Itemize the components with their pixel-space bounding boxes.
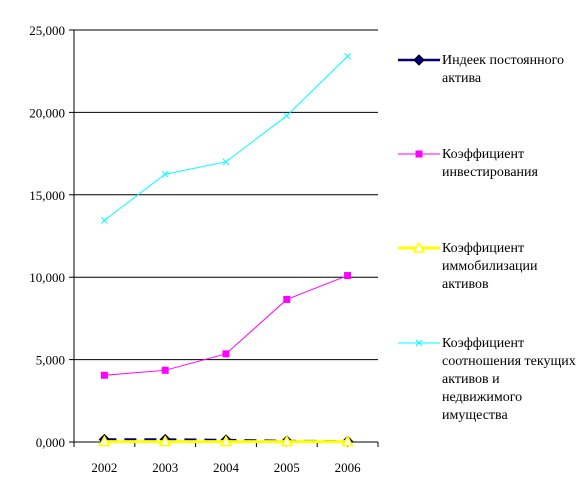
- series-2: [100, 272, 352, 379]
- legend-swatch-marker: [415, 150, 423, 158]
- series-line-2: [104, 275, 348, 376]
- y-tick-label: 25,000: [29, 23, 65, 38]
- data-point: [222, 158, 230, 166]
- data-point: [98, 435, 111, 447]
- data-point: [341, 435, 354, 447]
- data-point: [161, 366, 169, 374]
- legend-label-1: Индеек постоянного актива: [442, 53, 564, 86]
- legend-swatch-marker: [412, 241, 426, 253]
- x-tick-label: 2005: [274, 460, 300, 475]
- legend-label-4: Коэффициент соотношения текущих активов …: [442, 336, 576, 423]
- data-point: [100, 371, 108, 379]
- x-tick-label: 2004: [213, 460, 240, 475]
- y-tick-label: 10,000: [29, 270, 65, 285]
- y-tick-label: 5,000: [36, 353, 65, 368]
- data-point: [283, 112, 291, 120]
- data-point: [158, 435, 172, 447]
- data-point: [219, 435, 233, 447]
- data-point: [161, 170, 169, 178]
- legend-label-2: Коэффициент инвестирования: [442, 147, 538, 180]
- legend-swatch-marker: [415, 339, 423, 347]
- legend-swatch-4: [398, 339, 440, 347]
- axes: [69, 29, 379, 447]
- series-4: [101, 53, 351, 224]
- x-tick-labels: 2002 2003 2004 2005 2006: [91, 460, 361, 475]
- legend-swatch-2: [398, 150, 440, 158]
- legend-swatch-marker: [413, 54, 425, 66]
- x-tick-label: 2002: [91, 460, 117, 475]
- grid-lines: [74, 29, 378, 361]
- legend-label-3: Коэффициент иммобилизации активов: [442, 241, 538, 292]
- data-point: [280, 435, 294, 447]
- y-tick-labels: 0,000 5,000 10,000 15,000 20,000 25,000: [29, 23, 65, 450]
- data-point: [344, 272, 352, 280]
- series-line-4: [104, 56, 348, 221]
- series-3: [98, 435, 354, 447]
- y-tick-label: 15,000: [29, 188, 65, 203]
- data-point: [344, 53, 351, 60]
- data-point: [101, 216, 108, 224]
- legend-swatch-3: [398, 241, 440, 253]
- series-layer: [98, 53, 354, 448]
- data-point: [283, 295, 291, 303]
- legend-swatch-1: [398, 54, 440, 66]
- y-tick-label: 0,000: [36, 435, 65, 450]
- x-tick-label: 2006: [335, 460, 362, 475]
- data-point: [222, 350, 230, 358]
- x-tick-label: 2003: [152, 460, 178, 475]
- y-tick-label: 20,000: [29, 105, 65, 120]
